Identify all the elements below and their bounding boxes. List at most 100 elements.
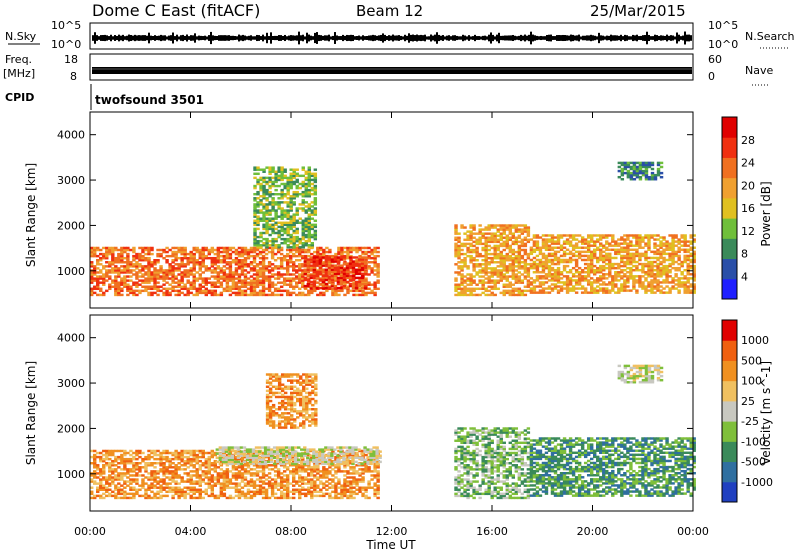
echo-cell [156, 281, 160, 284]
echo-cell [306, 278, 310, 282]
echo-cell [123, 494, 127, 498]
echo-cell [683, 238, 687, 241]
nsky-sample [134, 34, 136, 42]
echo-cell [309, 276, 314, 280]
echo-cell [271, 227, 275, 231]
echo-cell [270, 285, 275, 288]
echo-cell [315, 286, 320, 290]
echo-cell [683, 256, 687, 260]
echo-cell [213, 462, 218, 465]
echo-cell [656, 266, 660, 270]
echo-cell [274, 174, 278, 178]
echo-cell [514, 261, 519, 264]
echo-cell [589, 260, 594, 264]
echo-cell [342, 258, 347, 261]
echo-cell [102, 256, 106, 260]
echo-cell [490, 293, 494, 297]
echo-cell [183, 494, 187, 498]
echo-cell [568, 258, 573, 262]
echo-cell [256, 227, 260, 231]
echo-cell [638, 256, 642, 260]
echo-cell [285, 261, 290, 264]
echo-cell [370, 252, 374, 256]
nsky-sample [584, 35, 586, 41]
echo-cell [207, 478, 211, 481]
echo-cell [195, 287, 199, 291]
echo-cell [662, 236, 666, 239]
echo-cell [138, 271, 142, 274]
echo-cell [315, 274, 320, 278]
echo-cell [265, 166, 269, 169]
echo-cell [102, 449, 106, 453]
echo-cell [105, 254, 109, 258]
echo-cell [532, 250, 537, 254]
echo-cell [583, 287, 588, 290]
echo-cell [219, 261, 224, 264]
nsky-sample [238, 34, 240, 42]
echo-cell [457, 244, 461, 248]
echo-cell [252, 254, 257, 258]
echo-cell [457, 250, 461, 254]
echo-cell [508, 291, 512, 295]
echo-cell [162, 488, 166, 491]
echo-cell [351, 274, 356, 278]
echo-cell [490, 279, 494, 282]
echo-cell [484, 289, 488, 293]
echo-cell [478, 281, 482, 284]
echo-cell [641, 246, 645, 249]
echo-cell [265, 197, 269, 200]
echo-cell [277, 205, 281, 208]
echo-cell [117, 289, 121, 293]
echo-cell [135, 261, 139, 264]
echo-cell [644, 291, 648, 294]
echo-cell [596, 291, 600, 294]
echo-cell [304, 233, 308, 237]
echo-cell [629, 171, 634, 175]
echo-cell [322, 283, 326, 286]
nsky-sample [122, 34, 124, 42]
echo-cell [246, 293, 251, 297]
echo-cell [171, 252, 175, 256]
echo-cell [523, 271, 528, 274]
echo-cell [216, 261, 221, 264]
echo-cell [508, 226, 512, 229]
nsky-sample [472, 36, 474, 40]
echo-cell [280, 213, 284, 216]
echo-cell [283, 237, 287, 241]
echo-cell [475, 252, 479, 256]
echo-cell [638, 262, 642, 266]
echo-cell [138, 466, 142, 469]
echo-cell [318, 264, 323, 267]
echo-cell [571, 246, 576, 249]
echo-cell [285, 265, 290, 268]
echo-cell [256, 241, 260, 245]
echo-cell [301, 225, 305, 229]
echo-cell [647, 256, 651, 260]
echo-cell [168, 265, 172, 268]
echo-cell [644, 171, 649, 175]
echo-cell [132, 265, 136, 268]
echo-cell [237, 281, 242, 284]
echo-cell [466, 246, 470, 250]
nsky-sample [596, 36, 598, 40]
echo-cell [253, 244, 257, 247]
echo-cell [301, 223, 305, 227]
echo-cell [466, 267, 470, 270]
echo-cell [180, 492, 184, 496]
echo-cell [535, 268, 540, 272]
echo-cell [481, 236, 485, 239]
echo-cell [165, 254, 169, 258]
echo-cell [120, 293, 124, 297]
echo-cell [626, 266, 630, 270]
echo-cell [629, 275, 633, 278]
echo-cell [541, 246, 546, 249]
echo-cell [156, 248, 160, 252]
echo-cell [165, 271, 169, 274]
echo-cell [472, 228, 476, 231]
echo-cell [460, 242, 464, 246]
echo-cell [228, 254, 233, 258]
echo-cell [207, 464, 211, 467]
echo-cell [265, 229, 269, 233]
echo-cell [611, 266, 615, 270]
